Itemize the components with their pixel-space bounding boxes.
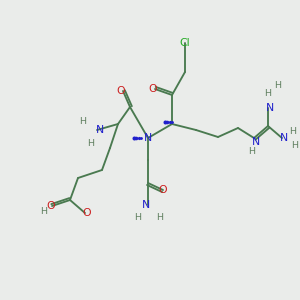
Text: O: O — [83, 208, 91, 218]
Text: Cl: Cl — [180, 38, 190, 48]
Text: H: H — [292, 140, 298, 149]
Text: H: H — [274, 82, 281, 91]
Text: O: O — [159, 185, 167, 195]
Text: N: N — [252, 137, 260, 147]
Text: H: H — [157, 214, 164, 223]
Text: H: H — [265, 88, 272, 98]
Text: H: H — [80, 118, 86, 127]
Text: N: N — [142, 200, 150, 210]
Text: H: H — [88, 139, 94, 148]
Text: O: O — [117, 86, 125, 96]
Text: N: N — [266, 103, 274, 113]
Text: O: O — [149, 84, 157, 94]
Text: N: N — [144, 133, 152, 143]
Text: N: N — [280, 133, 288, 143]
Text: N: N — [96, 125, 104, 135]
Text: O: O — [47, 201, 55, 211]
Text: H: H — [40, 208, 47, 217]
Text: H: H — [134, 214, 142, 223]
Text: H: H — [290, 128, 296, 136]
Text: H: H — [248, 148, 256, 157]
